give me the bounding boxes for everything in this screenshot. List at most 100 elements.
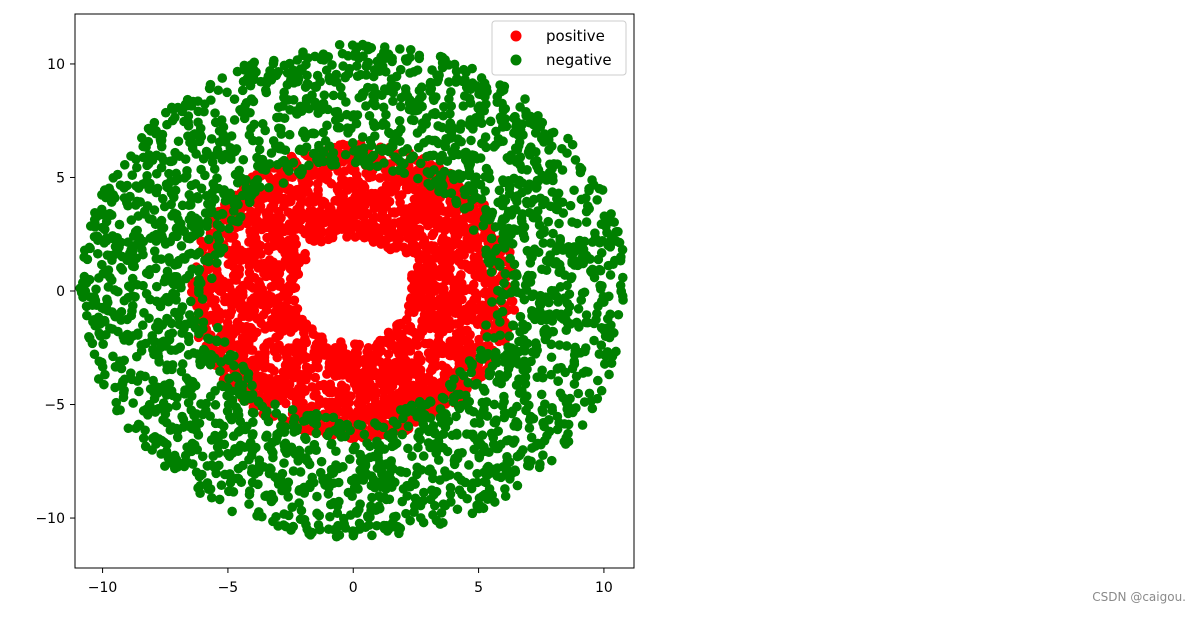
point-negative [164, 168, 174, 179]
point-negative [241, 97, 252, 108]
point-negative [195, 227, 205, 238]
point-positive [287, 273, 297, 283]
point-negative [180, 319, 191, 330]
point-negative [247, 464, 257, 474]
point-negative [446, 130, 457, 140]
point-negative [372, 440, 383, 451]
point-negative [433, 178, 443, 189]
point-negative [382, 526, 393, 536]
point-positive [420, 215, 430, 226]
point-negative [359, 429, 370, 440]
point-negative [197, 451, 208, 462]
point-negative [134, 232, 145, 243]
point-negative [198, 344, 209, 355]
point-negative [528, 212, 539, 223]
point-positive [244, 211, 254, 221]
point-positive [436, 340, 447, 350]
point-negative [464, 460, 474, 470]
point-negative [491, 126, 501, 137]
point-negative [532, 175, 543, 186]
point-positive [248, 283, 258, 293]
point-negative [505, 180, 515, 191]
point-negative [243, 369, 254, 379]
series-negative [75, 39, 628, 542]
point-negative [526, 411, 536, 422]
point-negative [203, 256, 214, 267]
point-positive [275, 193, 286, 203]
point-negative [315, 467, 326, 478]
point-negative [481, 99, 491, 109]
point-negative [497, 98, 507, 109]
point-negative [494, 185, 505, 196]
point-negative [562, 280, 572, 291]
point-negative [171, 400, 182, 411]
point-negative [522, 273, 532, 284]
point-positive [291, 397, 302, 408]
point-positive [370, 200, 380, 210]
point-positive [288, 245, 299, 256]
point-negative [294, 486, 305, 496]
point-negative [385, 128, 395, 139]
point-negative [279, 60, 290, 71]
point-positive [383, 378, 394, 389]
point-negative [205, 359, 216, 370]
point-negative [538, 407, 548, 417]
point-negative [265, 66, 275, 76]
point-negative [311, 82, 322, 92]
point-negative [282, 68, 293, 78]
point-positive [419, 309, 430, 320]
point-negative [407, 451, 417, 462]
point-negative [263, 416, 274, 427]
point-negative [555, 388, 566, 399]
point-negative [328, 90, 339, 101]
point-negative [303, 79, 314, 90]
point-positive [438, 239, 449, 250]
point-negative [122, 180, 132, 191]
point-positive [369, 212, 380, 222]
point-positive [361, 168, 371, 179]
point-positive [341, 396, 351, 407]
point-negative [360, 522, 371, 533]
point-negative [119, 355, 130, 366]
point-negative [251, 67, 261, 77]
point-positive [335, 349, 345, 360]
point-positive [429, 269, 439, 279]
point-positive [438, 326, 448, 337]
point-negative [561, 341, 572, 351]
point-positive [509, 305, 520, 315]
point-negative [190, 213, 201, 223]
point-negative [173, 136, 184, 147]
point-positive [278, 306, 289, 316]
point-positive [445, 336, 456, 347]
point-negative [524, 150, 535, 160]
point-negative [287, 404, 298, 415]
point-positive [301, 184, 312, 195]
point-negative [480, 92, 490, 102]
point-positive [403, 301, 414, 311]
point-negative [244, 489, 255, 500]
point-negative [84, 333, 95, 343]
point-negative [413, 173, 423, 184]
point-negative [533, 110, 543, 121]
point-negative [138, 152, 149, 163]
point-negative [515, 160, 525, 170]
point-positive [415, 265, 426, 276]
point-negative [206, 95, 216, 105]
point-positive [249, 229, 260, 240]
point-negative [413, 442, 423, 453]
point-negative [321, 65, 332, 76]
point-negative [440, 141, 451, 152]
point-negative [530, 349, 541, 359]
point-negative [505, 352, 516, 363]
point-negative [299, 514, 310, 525]
point-negative [125, 191, 135, 202]
point-negative [312, 508, 322, 519]
point-negative [180, 450, 191, 461]
point-negative [292, 422, 303, 433]
point-negative [191, 409, 202, 419]
point-negative [273, 102, 284, 113]
point-negative [106, 197, 117, 207]
point-negative [314, 140, 324, 151]
point-negative [392, 419, 402, 430]
point-negative [543, 295, 553, 305]
